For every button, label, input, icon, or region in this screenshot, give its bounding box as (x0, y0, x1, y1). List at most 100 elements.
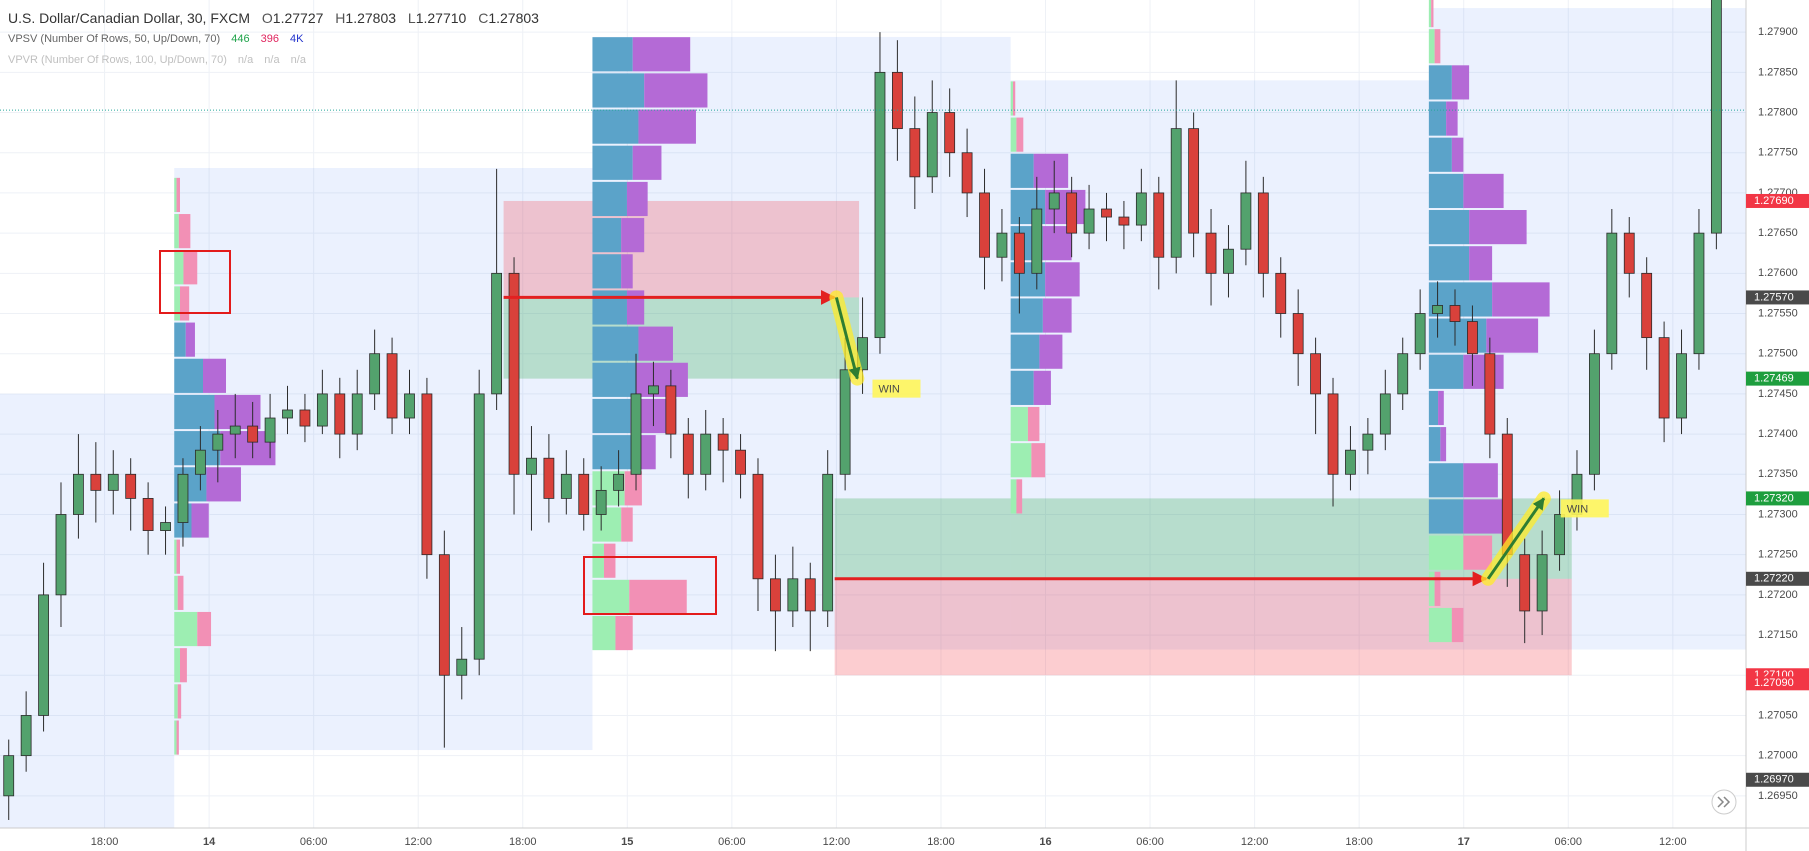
candle-body (1240, 192, 1252, 250)
profile-up (174, 720, 177, 755)
candle-body (1101, 208, 1112, 218)
candle-body (1658, 337, 1670, 419)
profile-down (1434, 571, 1441, 606)
candle-body (543, 457, 555, 499)
session-background (1010, 80, 1429, 650)
candle-body (194, 449, 206, 475)
candle-body (473, 393, 485, 660)
profile-down (1446, 101, 1458, 136)
profile-up (1010, 298, 1043, 333)
x-tick-label: 18:00 (509, 836, 537, 848)
candle-body (648, 385, 659, 395)
candle-body (212, 433, 224, 451)
profile-up (174, 648, 181, 683)
profile-up (592, 398, 631, 434)
profile-up (174, 611, 198, 647)
profile-up (592, 579, 630, 614)
indicator-value: 4K (290, 33, 304, 45)
y-tick-label: 1.27400 (1758, 428, 1798, 440)
profile-down (1016, 479, 1023, 514)
profile-down (1012, 81, 1016, 116)
candle-body (804, 578, 816, 612)
y-tick-label: 1.27150 (1758, 629, 1798, 641)
price-badge-label: 1.26970 (1754, 774, 1794, 786)
candle-body (1135, 192, 1147, 226)
profile-down (626, 290, 645, 325)
candle-body (1275, 272, 1287, 314)
highlight-box (159, 250, 231, 314)
candle-body (1031, 208, 1043, 274)
result-label: WIN (878, 384, 899, 396)
profile-down (180, 286, 190, 321)
candle-body (909, 128, 921, 178)
ohlc-value: 1.27710 (415, 10, 467, 26)
indicator-name: VPVR (Number Of Rows, 100, Up/Down, 70) (8, 54, 227, 66)
candle-body (264, 417, 276, 443)
profile-up (1428, 571, 1435, 606)
profile-down (629, 579, 687, 614)
price-badge-label: 1.27690 (1754, 195, 1794, 207)
indicator-value: 396 (260, 33, 279, 45)
profile-up (174, 539, 177, 574)
profile-down (1431, 0, 1434, 28)
candle-body (421, 393, 433, 556)
candle-body (1432, 305, 1443, 314)
profile-down (1033, 153, 1069, 188)
x-tick-label: 06:00 (718, 836, 746, 848)
candle-body (1554, 514, 1565, 556)
profile-up (174, 394, 215, 430)
ohlc-value: 1.27803 (488, 10, 539, 26)
candle-body (1449, 305, 1461, 322)
candle-body (1623, 232, 1635, 274)
profile-up (592, 109, 639, 144)
symbol-row: U.S. Dollar/Canadian Dollar, 30, FXCM O1… (8, 8, 539, 29)
y-tick-label: 1.27650 (1758, 227, 1798, 239)
y-tick-label: 1.27800 (1758, 106, 1798, 118)
annotations: WIN WIN (159, 250, 1737, 815)
candle-body (55, 514, 67, 596)
candle-body (1397, 353, 1409, 395)
x-tick-label: 12:00 (823, 836, 851, 848)
candle-body (578, 473, 590, 515)
profile-down (1039, 334, 1063, 369)
profile-up (592, 543, 604, 578)
y-tick-label: 1.27500 (1758, 348, 1798, 360)
candle-body (874, 71, 886, 339)
stop-zone (503, 200, 860, 298)
price-badge (1746, 371, 1809, 386)
candle-body (1414, 313, 1426, 355)
price-badge-label: 1.27570 (1754, 291, 1794, 303)
candle-body (1606, 232, 1618, 355)
indicator-value: n/a (237, 54, 254, 66)
candle-body (282, 409, 293, 419)
candle-body (1223, 248, 1234, 274)
profile-up (1010, 81, 1013, 116)
price-badge (1746, 772, 1809, 787)
profile-up (592, 615, 616, 651)
profile-up (174, 684, 178, 719)
candle-body (996, 232, 1008, 258)
indicator-value: 446 (231, 33, 250, 45)
candle-body (979, 192, 990, 258)
profile-down (185, 322, 195, 357)
profile-up (1428, 101, 1447, 136)
candle-body (735, 449, 746, 475)
profile-down (183, 250, 198, 285)
candle-body (125, 473, 137, 499)
candle-body (20, 715, 32, 757)
profile-up (592, 254, 622, 289)
candle-body (944, 112, 956, 154)
profile-down (1463, 535, 1493, 570)
profile-up (1010, 479, 1017, 514)
profile-down (1033, 370, 1051, 405)
profile-up (1428, 210, 1470, 245)
candle-body (1153, 192, 1165, 258)
profile-up (1010, 370, 1034, 405)
candle-body (822, 473, 834, 612)
profile-down (203, 358, 227, 393)
profile-up (174, 214, 179, 249)
profile-down (1027, 406, 1040, 442)
indicator-name: VPSV (Number Of Rows, 50, Up/Down, 70) (8, 33, 221, 45)
